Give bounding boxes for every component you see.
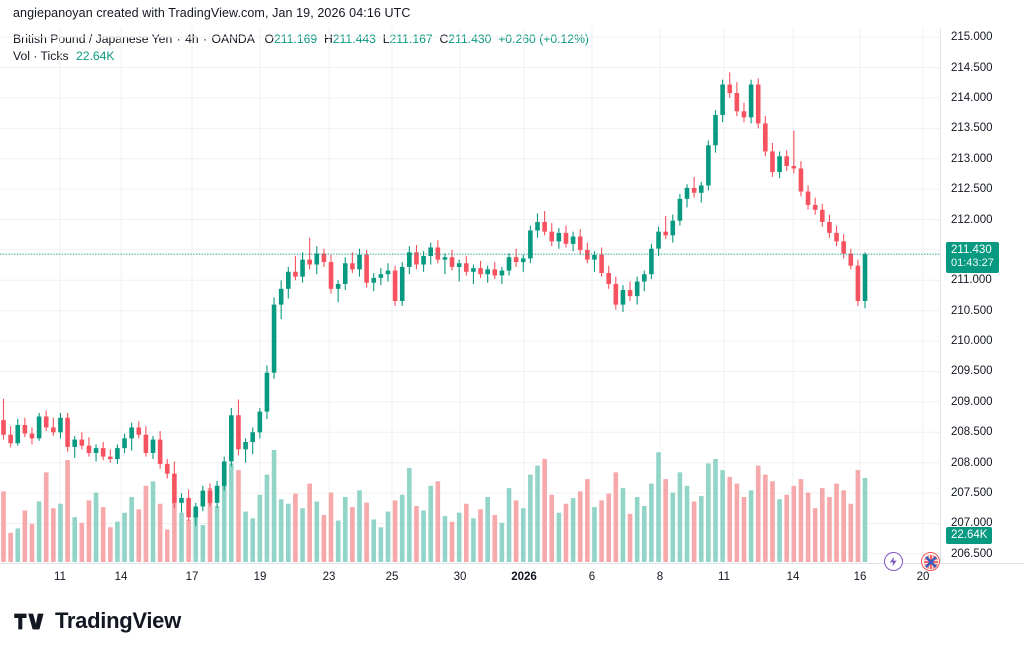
vertical-gridlines [59,28,924,563]
price-tick: 213.000 [951,152,993,165]
price-tick: 213.500 [951,122,993,135]
time-tick: 16 [853,571,867,583]
legend-change: +0.260 (+0.12%) [498,32,589,46]
time-tick: 11 [718,571,730,583]
volume-badge: 22.64K [946,527,993,544]
time-axis[interactable]: 11 14 17 19 23 25 30 2026 6 8 11 14 16 20 [0,563,1024,589]
time-tick: 6 [588,571,596,583]
legend-volume-row: Vol · Ticks 22.64K [13,48,589,65]
horizontal-gridlines [0,36,940,555]
legend-low-label: L [382,32,390,46]
attribution-text: angiepanoyan created with TradingView.co… [13,6,411,20]
lightning-badge[interactable] [884,552,903,571]
time-tick: 23 [322,571,336,583]
chart-plot-area[interactable] [0,28,940,563]
footer: TradingView [0,589,1024,661]
current-price-value: 211.430 [951,244,992,257]
uk-flag-badge[interactable] [921,552,940,571]
legend-symbol-row: British Pound / Japanese Yen · 4h · OAND… [13,31,589,48]
legend-open-value: 211.169 [274,32,318,46]
price-tick: 209.000 [951,395,993,408]
legend-volume-label[interactable]: Vol · Ticks [13,49,69,63]
time-tick: 20 [916,571,930,583]
lightning-icon [889,556,897,567]
legend-close-value: 211.430 [448,32,492,46]
time-tick: 8 [656,571,664,583]
price-tick: 214.500 [951,61,993,74]
price-tick: 212.500 [951,183,993,196]
uk-flag-icon [923,554,938,569]
legend-high-value: 211.443 [332,32,376,46]
time-tick: 11 [54,571,66,583]
legend-volume-value: 22.64K [75,49,115,63]
legend-open-label: O [264,32,275,46]
price-axis[interactable]: 215.000 214.500 214.000 213.500 213.000 212.5… [940,28,1024,563]
time-tick: 25 [385,571,399,583]
chart-legend: British Pound / Japanese Yen · 4h · OAND… [13,31,589,65]
time-tick: 14 [114,571,128,583]
time-tick: 17 [185,571,199,583]
volume-bars [1,449,868,562]
price-tick: 208.500 [951,426,993,439]
price-tick: 211.000 [951,274,992,287]
price-tick: 210.500 [951,304,993,317]
price-tick: 207.500 [951,487,993,500]
legend-exchange: OANDA [211,32,255,46]
bar-countdown: 01:43:27 [951,257,994,270]
time-tick: 2026 [511,571,537,583]
time-tick: 19 [253,571,267,583]
price-tick: 208.000 [951,456,993,469]
tradingview-mark-icon [14,613,44,629]
price-tick: 214.000 [951,91,993,104]
tradingview-wordmark: TradingView [55,608,181,633]
current-price-badge: 211.430 01:43:27 [946,242,999,274]
price-tick: 207.000 [951,517,993,530]
time-tick: 14 [786,571,800,583]
price-tick: 210.000 [951,335,993,348]
legend-separator-2: · [203,32,208,46]
price-tick: 212.000 [951,213,993,226]
tradingview-logo: TradingView [14,608,181,634]
legend-low-value: 211.167 [389,32,433,46]
legend-close-label: C [439,32,449,46]
legend-high-label: H [323,32,333,46]
legend-separator-1: · [176,32,181,46]
price-tick: 209.500 [951,365,993,378]
price-tick: 215.000 [951,31,993,44]
legend-ohlc: O211.169 H211.443 L211.167 C211.430 +0.2… [258,32,589,46]
legend-symbol[interactable]: British Pound / Japanese Yen [13,32,173,46]
time-tick: 30 [453,571,467,583]
candlestick-series [1,72,868,526]
price-tick: 206.500 [951,547,993,560]
